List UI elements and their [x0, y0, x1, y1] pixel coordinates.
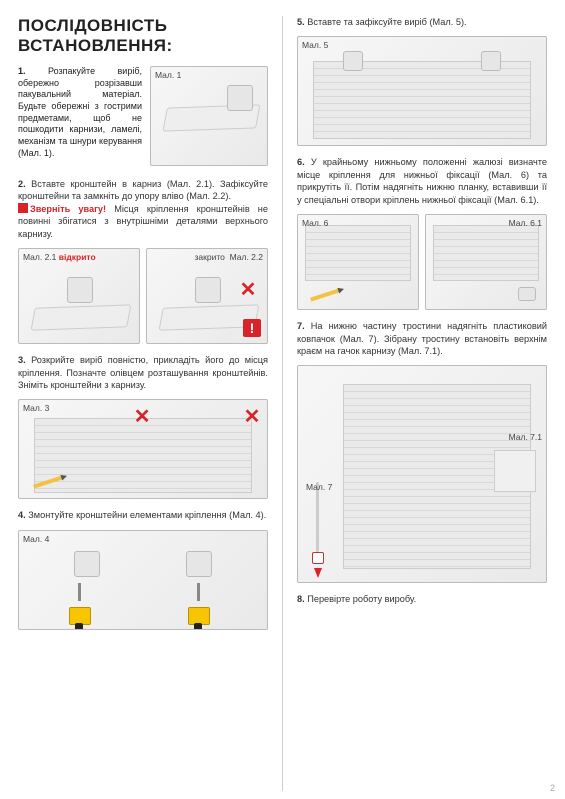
step-1-text: 1. Розпакуйте виріб, обережно розрізавши…	[18, 66, 142, 160]
left-column: ПОСЛІДОВНІСТЬ ВСТАНОВЛЕННЯ: 1. Розпакуйт…	[18, 16, 280, 791]
step-7-num: 7.	[297, 321, 305, 331]
page-number: 2	[550, 783, 555, 793]
figure-4-wrap: Мал. 4	[18, 530, 268, 630]
rod-cap-icon	[312, 552, 324, 564]
step-5-content: Вставте та зафіксуйте виріб (Мал. 5).	[307, 17, 466, 27]
figure-2-group: Мал. 2.1 відкрито закрито Мал. 2.2 ✕ !	[18, 248, 268, 344]
figure-7: Мал. 7 Мал. 7.1	[297, 365, 547, 583]
page-title: ПОСЛІДОВНІСТЬ ВСТАНОВЛЕННЯ:	[18, 16, 268, 56]
step-2-body: 2. Вставте кронштейн в карниз (Мал. 2.1)…	[18, 178, 268, 203]
step-4: 4. Змонтуйте кронштейни елементами кріпл…	[18, 509, 268, 521]
figure-7-1-label: Мал. 7.1	[509, 432, 542, 442]
instruction-page: ПОСЛІДОВНІСТЬ ВСТАНОВЛЕННЯ: 1. Розпакуйт…	[0, 0, 565, 799]
step-6: 6. У крайньому нижньому положенні жалюзі…	[297, 156, 547, 206]
blinds-illustration	[34, 418, 252, 493]
figure-6-1: Мал. 6.1	[425, 214, 547, 310]
warning-icon: !	[243, 319, 261, 337]
step-3-num: 3.	[18, 355, 26, 365]
warning-prefix: Зверніть увагу!	[30, 204, 106, 214]
figure-4-label: Мал. 4	[23, 534, 49, 544]
step-7-body: 7. На нижню частину тростини надягніть п…	[297, 320, 547, 357]
step-1-body: 1. Розпакуйте виріб, обережно розрізавши…	[18, 66, 142, 160]
step-3-body: 3. Розкрийте виріб повністю, прикладіть …	[18, 354, 268, 391]
bracket-icon	[74, 551, 100, 577]
step-8-content: Перевірте роботу виробу.	[307, 594, 416, 604]
figure-6-label: Мал. 6	[302, 218, 328, 228]
bracket-icon	[227, 85, 253, 111]
step-8: 8. Перевірте роботу виробу.	[297, 593, 547, 605]
bracket-icon	[481, 51, 501, 71]
step-6-content: У крайньому нижньому положенні жалюзі ви…	[297, 157, 547, 204]
figure-7-label: Мал. 7	[306, 482, 332, 492]
column-divider	[282, 16, 283, 791]
figure-6-1-label: Мал. 6.1	[509, 218, 542, 228]
step-5-num: 5.	[297, 17, 305, 27]
cross-bad-icon: ✕	[239, 281, 257, 299]
figure-6-group: Мал. 6 Мал. 6.1	[297, 214, 547, 310]
step-2-warning: Зверніть увагу! Місця кріплення кронштей…	[18, 203, 268, 240]
bracket-icon	[186, 551, 212, 577]
figure-3-wrap: Мал. 3 ✕ ✕	[18, 399, 268, 499]
bracket-icon	[67, 277, 93, 303]
open-label: відкрито	[59, 252, 96, 262]
fig21-label-text: Мал. 2.1	[23, 252, 56, 262]
figure-5: Мал. 5	[297, 36, 547, 146]
drill-icon	[188, 589, 212, 630]
blinds-illustration	[305, 225, 411, 281]
figure-3-label: Мал. 3	[23, 403, 49, 413]
figure-1-label: Мал. 1	[155, 70, 181, 80]
step-1-num: 1.	[18, 66, 26, 76]
step-6-num: 6.	[297, 157, 305, 167]
cross-bad-icon: ✕	[133, 408, 151, 426]
fig22-label-text: Мал. 2.2	[230, 252, 263, 262]
bracket-icon	[195, 277, 221, 303]
step-7-content: На нижню частину тростини надягніть плас…	[297, 321, 547, 356]
step-1: 1. Розпакуйте виріб, обережно розрізавши…	[18, 66, 268, 166]
drill-icon	[69, 589, 93, 630]
step-2: 2. Вставте кронштейн в карниз (Мал. 2.1)…	[18, 178, 268, 240]
step-3: 3. Розкрийте виріб повністю, прикладіть …	[18, 354, 268, 391]
step-4-content: Змонтуйте кронштейни елементами кріпленн…	[28, 510, 266, 520]
rail-illustration	[31, 304, 132, 330]
step-5-body: 5. Вставте та зафіксуйте виріб (Мал. 5).	[297, 16, 547, 28]
figure-2-1: Мал. 2.1 відкрито	[18, 248, 140, 344]
figure-7-wrap: Мал. 7 Мал. 7.1	[297, 365, 547, 583]
figure-2-2: закрито Мал. 2.2 ✕ !	[146, 248, 268, 344]
step-4-body: 4. Змонтуйте кронштейни елементами кріпл…	[18, 509, 268, 521]
figure-1: Мал. 1	[150, 66, 268, 166]
rod-illustration	[316, 482, 319, 552]
pencil-icon	[310, 289, 340, 302]
figure-7-1-zoom	[494, 450, 536, 492]
step-5: 5. Вставте та зафіксуйте виріб (Мал. 5).	[297, 16, 547, 28]
step-7: 7. На нижню частину тростини надягніть п…	[297, 320, 547, 357]
step-6-body: 6. У крайньому нижньому положенні жалюзі…	[297, 156, 547, 206]
step-3-content: Розкрийте виріб повністю, прикладіть йог…	[18, 355, 268, 390]
step-4-num: 4.	[18, 510, 26, 520]
figure-5-wrap: Мал. 5	[297, 36, 547, 146]
right-column: 5. Вставте та зафіксуйте виріб (Мал. 5).…	[285, 16, 547, 791]
step-1-content: Розпакуйте виріб, обережно розрізавши па…	[18, 66, 142, 158]
bottom-bracket-icon	[518, 287, 536, 301]
close-label: закрито	[195, 252, 225, 262]
figure-6: Мал. 6	[297, 214, 419, 310]
figure-2-1-label: Мал. 2.1 відкрито	[23, 252, 96, 262]
step-8-body: 8. Перевірте роботу виробу.	[297, 593, 547, 605]
bracket-icon	[343, 51, 363, 71]
blinds-illustration	[313, 61, 531, 139]
blinds-illustration	[433, 225, 539, 281]
warning-box-icon	[18, 203, 28, 213]
figure-3: Мал. 3 ✕ ✕	[18, 399, 268, 499]
step-2-content: Вставте кронштейн в карниз (Мал. 2.1). З…	[18, 179, 268, 201]
cross-bad-icon: ✕	[243, 408, 261, 426]
figure-2-2-label: закрито Мал. 2.2	[195, 252, 263, 262]
step-2-num: 2.	[18, 179, 26, 189]
figure-5-label: Мал. 5	[302, 40, 328, 50]
figure-4: Мал. 4	[18, 530, 268, 630]
step-8-num: 8.	[297, 594, 305, 604]
rod-tip-icon	[314, 568, 322, 578]
